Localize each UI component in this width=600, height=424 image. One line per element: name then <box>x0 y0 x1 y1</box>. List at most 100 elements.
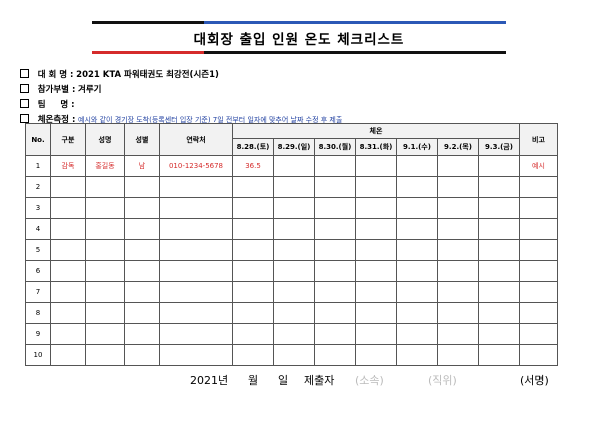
remarks-cell[interactable] <box>519 197 558 219</box>
temperature-cell[interactable] <box>396 176 438 198</box>
temperature-cell[interactable] <box>273 344 315 366</box>
temperature-cell[interactable] <box>437 344 479 366</box>
category-cell[interactable] <box>50 344 86 366</box>
temperature-cell[interactable] <box>478 155 520 177</box>
contact-cell[interactable] <box>159 260 233 282</box>
temperature-cell[interactable] <box>437 302 479 324</box>
temperature-cell[interactable] <box>437 239 479 261</box>
temperature-cell[interactable] <box>478 260 520 282</box>
temperature-cell[interactable] <box>273 302 315 324</box>
temperature-cell[interactable] <box>478 197 520 219</box>
temperature-cell[interactable] <box>273 218 315 240</box>
footer-position[interactable]: (직위) <box>428 374 457 387</box>
gender-cell[interactable] <box>124 197 160 219</box>
category-cell[interactable] <box>50 323 86 345</box>
gender-cell[interactable] <box>124 218 160 240</box>
contact-cell[interactable] <box>159 176 233 198</box>
name-cell[interactable] <box>85 323 125 345</box>
temperature-cell[interactable] <box>314 344 356 366</box>
remarks-cell[interactable] <box>519 260 558 282</box>
category-cell[interactable] <box>50 239 86 261</box>
temperature-cell[interactable] <box>314 176 356 198</box>
temperature-cell[interactable] <box>437 323 479 345</box>
temperature-cell[interactable] <box>314 302 356 324</box>
temperature-cell[interactable] <box>232 176 274 198</box>
checkbox-icon[interactable] <box>20 99 29 108</box>
temperature-cell[interactable] <box>355 260 397 282</box>
contact-cell[interactable] <box>159 239 233 261</box>
checkbox-icon[interactable] <box>20 69 29 78</box>
temperature-cell[interactable] <box>232 218 274 240</box>
temperature-cell[interactable] <box>437 176 479 198</box>
gender-cell[interactable] <box>124 176 160 198</box>
remarks-cell[interactable] <box>519 344 558 366</box>
footer-signature[interactable]: (서명) <box>520 374 549 387</box>
temperature-cell[interactable] <box>396 323 438 345</box>
remarks-cell[interactable] <box>519 302 558 324</box>
temperature-cell[interactable] <box>314 281 356 303</box>
temperature-cell[interactable] <box>232 260 274 282</box>
name-cell[interactable] <box>85 260 125 282</box>
gender-cell[interactable]: 남 <box>124 155 160 177</box>
name-cell[interactable]: 홍길동 <box>85 155 125 177</box>
contact-cell[interactable] <box>159 323 233 345</box>
temperature-cell[interactable] <box>355 176 397 198</box>
temperature-cell[interactable] <box>232 239 274 261</box>
temperature-cell[interactable] <box>355 302 397 324</box>
name-cell[interactable] <box>85 218 125 240</box>
contact-cell[interactable] <box>159 302 233 324</box>
remarks-cell[interactable]: 예시 <box>519 155 558 177</box>
contact-cell[interactable] <box>159 344 233 366</box>
name-cell[interactable] <box>85 302 125 324</box>
temperature-cell[interactable] <box>232 344 274 366</box>
temperature-cell[interactable] <box>437 155 479 177</box>
temperature-cell[interactable] <box>437 281 479 303</box>
temperature-cell[interactable] <box>396 197 438 219</box>
remarks-cell[interactable] <box>519 323 558 345</box>
temperature-cell[interactable] <box>396 218 438 240</box>
temperature-cell[interactable] <box>273 239 315 261</box>
temperature-cell[interactable] <box>478 239 520 261</box>
category-cell[interactable] <box>50 176 86 198</box>
temperature-cell[interactable] <box>355 239 397 261</box>
name-cell[interactable] <box>85 239 125 261</box>
name-cell[interactable] <box>85 197 125 219</box>
temperature-cell[interactable] <box>273 323 315 345</box>
category-cell[interactable] <box>50 197 86 219</box>
temperature-cell[interactable] <box>478 302 520 324</box>
temperature-cell[interactable] <box>396 302 438 324</box>
temperature-cell[interactable] <box>232 323 274 345</box>
temperature-cell[interactable] <box>478 176 520 198</box>
remarks-cell[interactable] <box>519 281 558 303</box>
temperature-cell[interactable] <box>396 239 438 261</box>
gender-cell[interactable] <box>124 260 160 282</box>
temperature-cell[interactable] <box>314 155 356 177</box>
temperature-cell[interactable] <box>314 239 356 261</box>
temperature-cell[interactable] <box>396 260 438 282</box>
gender-cell[interactable] <box>124 302 160 324</box>
footer-affiliation[interactable]: (소속) <box>355 374 384 387</box>
temperature-cell[interactable] <box>273 281 315 303</box>
temperature-cell[interactable] <box>273 176 315 198</box>
category-cell[interactable] <box>50 260 86 282</box>
temperature-cell[interactable] <box>355 218 397 240</box>
temperature-cell[interactable] <box>314 218 356 240</box>
temperature-cell[interactable] <box>232 197 274 219</box>
name-cell[interactable] <box>85 344 125 366</box>
temperature-cell[interactable] <box>314 260 356 282</box>
temperature-cell[interactable] <box>396 155 438 177</box>
temperature-cell[interactable] <box>355 344 397 366</box>
checkbox-icon[interactable] <box>20 114 29 123</box>
category-cell[interactable] <box>50 281 86 303</box>
contact-cell[interactable]: 010-1234-5678 <box>159 155 233 177</box>
temperature-cell[interactable] <box>232 281 274 303</box>
contact-cell[interactable] <box>159 197 233 219</box>
temperature-cell[interactable] <box>355 281 397 303</box>
contact-cell[interactable] <box>159 281 233 303</box>
temperature-cell[interactable] <box>396 281 438 303</box>
category-cell[interactable] <box>50 218 86 240</box>
remarks-cell[interactable] <box>519 176 558 198</box>
temperature-cell[interactable] <box>273 260 315 282</box>
temperature-cell[interactable] <box>355 323 397 345</box>
gender-cell[interactable] <box>124 281 160 303</box>
